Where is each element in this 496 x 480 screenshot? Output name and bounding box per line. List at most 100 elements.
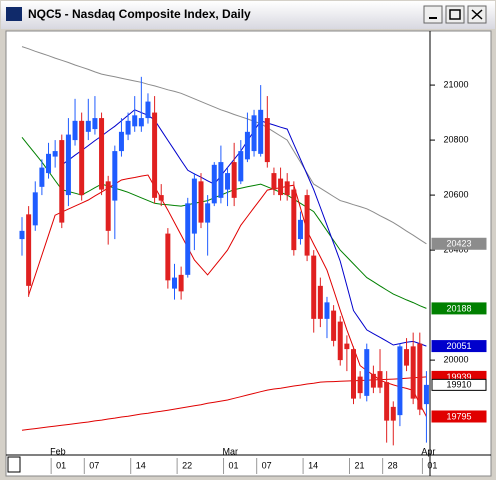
y-tick-label: 21000 <box>443 79 468 89</box>
candle-body <box>244 131 250 160</box>
candle-body <box>65 134 71 196</box>
month-label: Feb <box>50 446 66 456</box>
candle-body <box>46 153 52 174</box>
price-tag <box>431 302 487 315</box>
candle-body <box>311 255 317 319</box>
candle-body <box>423 384 429 405</box>
price-tag <box>431 237 487 250</box>
x-tick-label: 01 <box>56 460 66 470</box>
candle-body <box>165 233 171 281</box>
month-label: Apr <box>421 446 435 456</box>
price-tag-label: 19910 <box>446 380 471 390</box>
app-icon <box>6 7 22 21</box>
minimize-button[interactable] <box>423 5 443 24</box>
x-tick-label: 07 <box>89 460 99 470</box>
candle-body <box>125 120 131 135</box>
price-tag-label: 20051 <box>446 341 471 351</box>
price-tag <box>431 410 487 423</box>
candle-body <box>238 151 244 182</box>
candle-body <box>384 382 390 421</box>
candle-body <box>171 277 177 289</box>
candle-body <box>377 371 383 388</box>
candle-body <box>205 203 211 223</box>
candle-body <box>138 118 144 127</box>
corner-box <box>7 456 21 473</box>
title-bar <box>1 1 495 29</box>
candle-body <box>344 343 350 350</box>
price-tag <box>431 378 487 391</box>
candle-body <box>390 406 396 421</box>
candle-body <box>19 230 25 240</box>
x-tick-label: 07 <box>262 460 272 470</box>
candle-body <box>191 178 197 234</box>
candle-body <box>397 346 403 416</box>
moving-average <box>61 109 427 347</box>
candle-body <box>211 164 217 204</box>
candle-body <box>52 151 58 157</box>
candle-body <box>324 302 330 319</box>
candle-body <box>185 203 191 275</box>
x-tick-label: 22 <box>182 460 192 470</box>
price-tag-label: 19939 <box>446 372 471 382</box>
x-tick-label: 14 <box>136 460 146 470</box>
candle-body <box>85 120 91 132</box>
y-tick-label: 20600 <box>443 189 468 199</box>
candle-body <box>145 101 151 119</box>
candle-body <box>258 109 264 154</box>
candle-body <box>99 118 105 190</box>
maximize-button[interactable] <box>445 5 465 24</box>
candle-body <box>364 349 370 396</box>
candle-body <box>59 140 65 223</box>
candle-body <box>337 321 343 361</box>
candle-body <box>92 118 98 130</box>
moving-average <box>28 174 427 417</box>
price-tag <box>431 340 487 353</box>
candle-body <box>79 120 85 196</box>
candle-body <box>225 173 231 190</box>
moving-average <box>21 46 427 245</box>
icon <box>471 9 483 20</box>
candle-body <box>251 115 257 152</box>
candle-body <box>178 274 184 292</box>
x-tick-label: 14 <box>308 460 318 470</box>
candle-body <box>297 219 303 240</box>
x-tick-label: 28 <box>388 460 398 470</box>
candle-body <box>264 118 270 163</box>
candle-body <box>278 178 284 196</box>
candle-body <box>231 162 237 198</box>
price-tag-label: 19795 <box>446 411 471 421</box>
candle-body <box>218 162 224 198</box>
y-tick-label: 20000 <box>443 354 468 364</box>
candle-body <box>357 376 363 394</box>
candle-body <box>351 349 356 399</box>
candle-body <box>152 112 158 198</box>
candle-body <box>410 346 416 399</box>
candle-body <box>39 167 45 187</box>
candle-body <box>284 181 290 196</box>
x-tick-label: 01 <box>427 460 437 470</box>
candle-body <box>404 349 410 366</box>
candle-body <box>304 195 310 256</box>
candle-body <box>271 173 277 190</box>
icon <box>449 9 461 20</box>
candle-body <box>317 285 323 319</box>
candle-body <box>417 343 423 410</box>
candle-body <box>370 373 376 388</box>
x-tick-label: 21 <box>355 460 365 470</box>
x-tick-label: 01 <box>229 460 239 470</box>
candle-body <box>158 195 164 201</box>
candle-body <box>105 181 111 231</box>
candle-body <box>26 214 32 286</box>
candle-body <box>291 189 297 251</box>
y-tick-label: 20800 <box>443 134 468 144</box>
window-title: NQC5 - Nasdaq Composite Index, Daily <box>28 7 251 21</box>
candle-body <box>112 151 118 201</box>
price-tag-label: 20423 <box>446 239 471 249</box>
candle-body <box>331 310 337 341</box>
chart-panel <box>5 30 492 477</box>
candle-body <box>118 131 124 152</box>
candle-body <box>198 181 204 223</box>
month-label: Mar <box>223 446 239 456</box>
window-buttons[interactable] <box>423 5 487 24</box>
